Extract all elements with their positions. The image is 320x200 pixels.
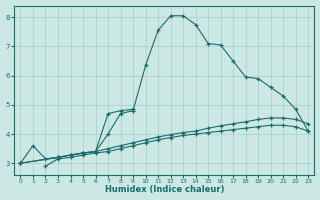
X-axis label: Humidex (Indice chaleur): Humidex (Indice chaleur) xyxy=(105,185,224,194)
